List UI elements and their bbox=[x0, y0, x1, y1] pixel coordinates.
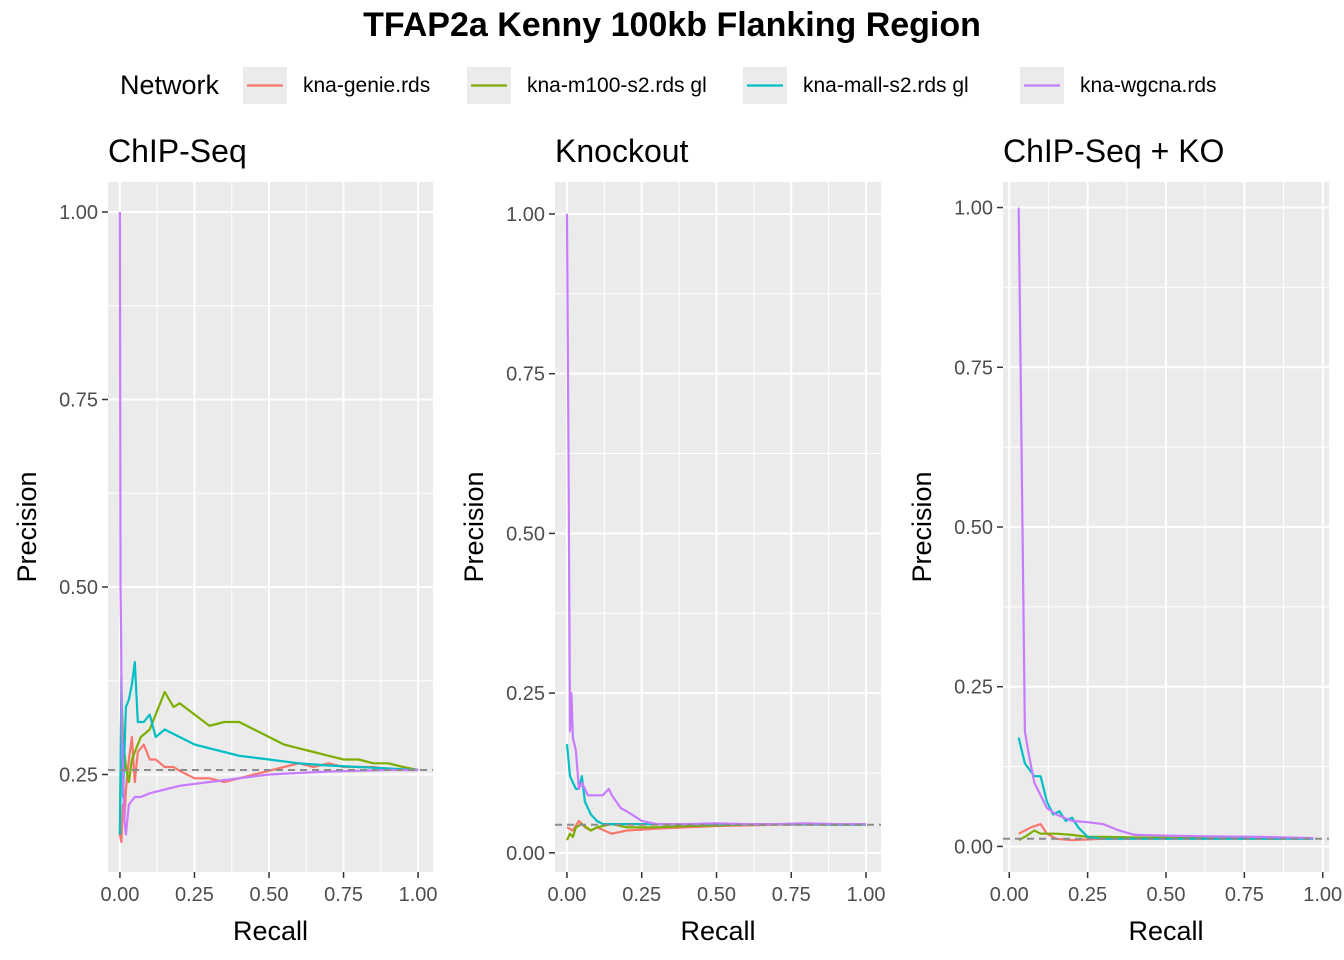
x-tick-label: 0.00 bbox=[100, 884, 139, 906]
x-tick-label: 1.00 bbox=[1303, 884, 1342, 906]
x-tick-label: 0.25 bbox=[175, 884, 214, 906]
x-tick-label: 0.00 bbox=[990, 884, 1029, 906]
x-tick-label: 0.75 bbox=[324, 884, 363, 906]
y-axis-label: Precision bbox=[459, 471, 489, 582]
legend-label: kna-wgcna.rds bbox=[1080, 74, 1217, 97]
legend-item: kna-genie.rds bbox=[243, 67, 430, 104]
y-tick-label: 0.75 bbox=[954, 357, 993, 379]
y-tick-label: 0.25 bbox=[954, 677, 993, 699]
panel: Knockout 0.00 0.25 0.50 0.75 1.00 0.00 0.25 0.50… bbox=[459, 133, 886, 946]
panel-title: ChIP-Seq + KO bbox=[1003, 133, 1224, 169]
x-tick-label: 0.50 bbox=[1147, 884, 1186, 906]
figure-title: TFAP2a Kenny 100kb Flanking Region bbox=[363, 6, 981, 44]
x-tick-label: 0.25 bbox=[1068, 884, 1107, 906]
y-tick-label: 1.00 bbox=[954, 198, 993, 220]
x-tick-label: 0.75 bbox=[772, 884, 811, 906]
plot-background bbox=[555, 182, 881, 872]
panel: ChIP-Seq + KO 0.00 0.25 0.50 0.75 1.00 0.00 0.2… bbox=[907, 133, 1342, 946]
y-tick-label: 0.00 bbox=[954, 836, 993, 858]
legend-label: kna-genie.rds bbox=[303, 74, 430, 97]
y-axis-label: Precision bbox=[12, 471, 42, 582]
series-line bbox=[1017, 207, 1314, 840]
x-axis-label: Recall bbox=[1128, 916, 1203, 946]
x-tick-label: 0.25 bbox=[622, 884, 661, 906]
panels: ChIP-Seq 0.00 0.25 0.50 0.75 1.00 0.25 0.50 0.75… bbox=[12, 133, 1342, 946]
x-tick-label: 1.00 bbox=[847, 884, 886, 906]
legend-item: kna-mall-s2.rds gl bbox=[743, 67, 969, 104]
y-tick-label: 1.00 bbox=[59, 202, 98, 224]
legend-label: kna-mall-s2.rds gl bbox=[803, 74, 969, 97]
x-axis-label: Recall bbox=[680, 916, 755, 946]
plot-background bbox=[108, 182, 433, 872]
legend: Network kna-genie.rds kna-m100-s2.rds gl k… bbox=[120, 67, 1217, 104]
x-axis-label: Recall bbox=[233, 916, 308, 946]
legend-label: kna-m100-s2.rds gl bbox=[527, 74, 707, 97]
series-line bbox=[118, 211, 419, 836]
y-tick-label: 0.75 bbox=[506, 364, 545, 386]
y-axis-label: Precision bbox=[907, 471, 937, 582]
x-tick-label: 1.00 bbox=[399, 884, 438, 906]
y-tick-label: 0.50 bbox=[954, 517, 993, 539]
panel-title: Knockout bbox=[555, 133, 689, 169]
y-tick-label: 0.00 bbox=[506, 843, 545, 865]
y-tick-label: 0.50 bbox=[59, 577, 98, 599]
legend-item: kna-m100-s2.rds gl bbox=[467, 67, 707, 104]
y-tick-label: 0.75 bbox=[59, 390, 98, 412]
y-tick-label: 0.25 bbox=[59, 765, 98, 787]
x-tick-label: 0.50 bbox=[250, 884, 289, 906]
series-line bbox=[118, 690, 419, 835]
y-tick-label: 0.50 bbox=[506, 523, 545, 545]
legend-title: Network bbox=[120, 70, 220, 100]
y-tick-label: 1.00 bbox=[506, 204, 545, 226]
y-tick-label: 0.25 bbox=[506, 683, 545, 705]
legend-item: kna-wgcna.rds bbox=[1020, 67, 1217, 104]
x-tick-label: 0.50 bbox=[697, 884, 736, 906]
x-tick-label: 0.00 bbox=[547, 884, 586, 906]
panel: ChIP-Seq 0.00 0.25 0.50 0.75 1.00 0.25 0.50 0.75… bbox=[12, 133, 438, 946]
panel-title: ChIP-Seq bbox=[108, 133, 247, 169]
x-tick-label: 0.75 bbox=[1225, 884, 1264, 906]
series-line bbox=[118, 660, 419, 835]
